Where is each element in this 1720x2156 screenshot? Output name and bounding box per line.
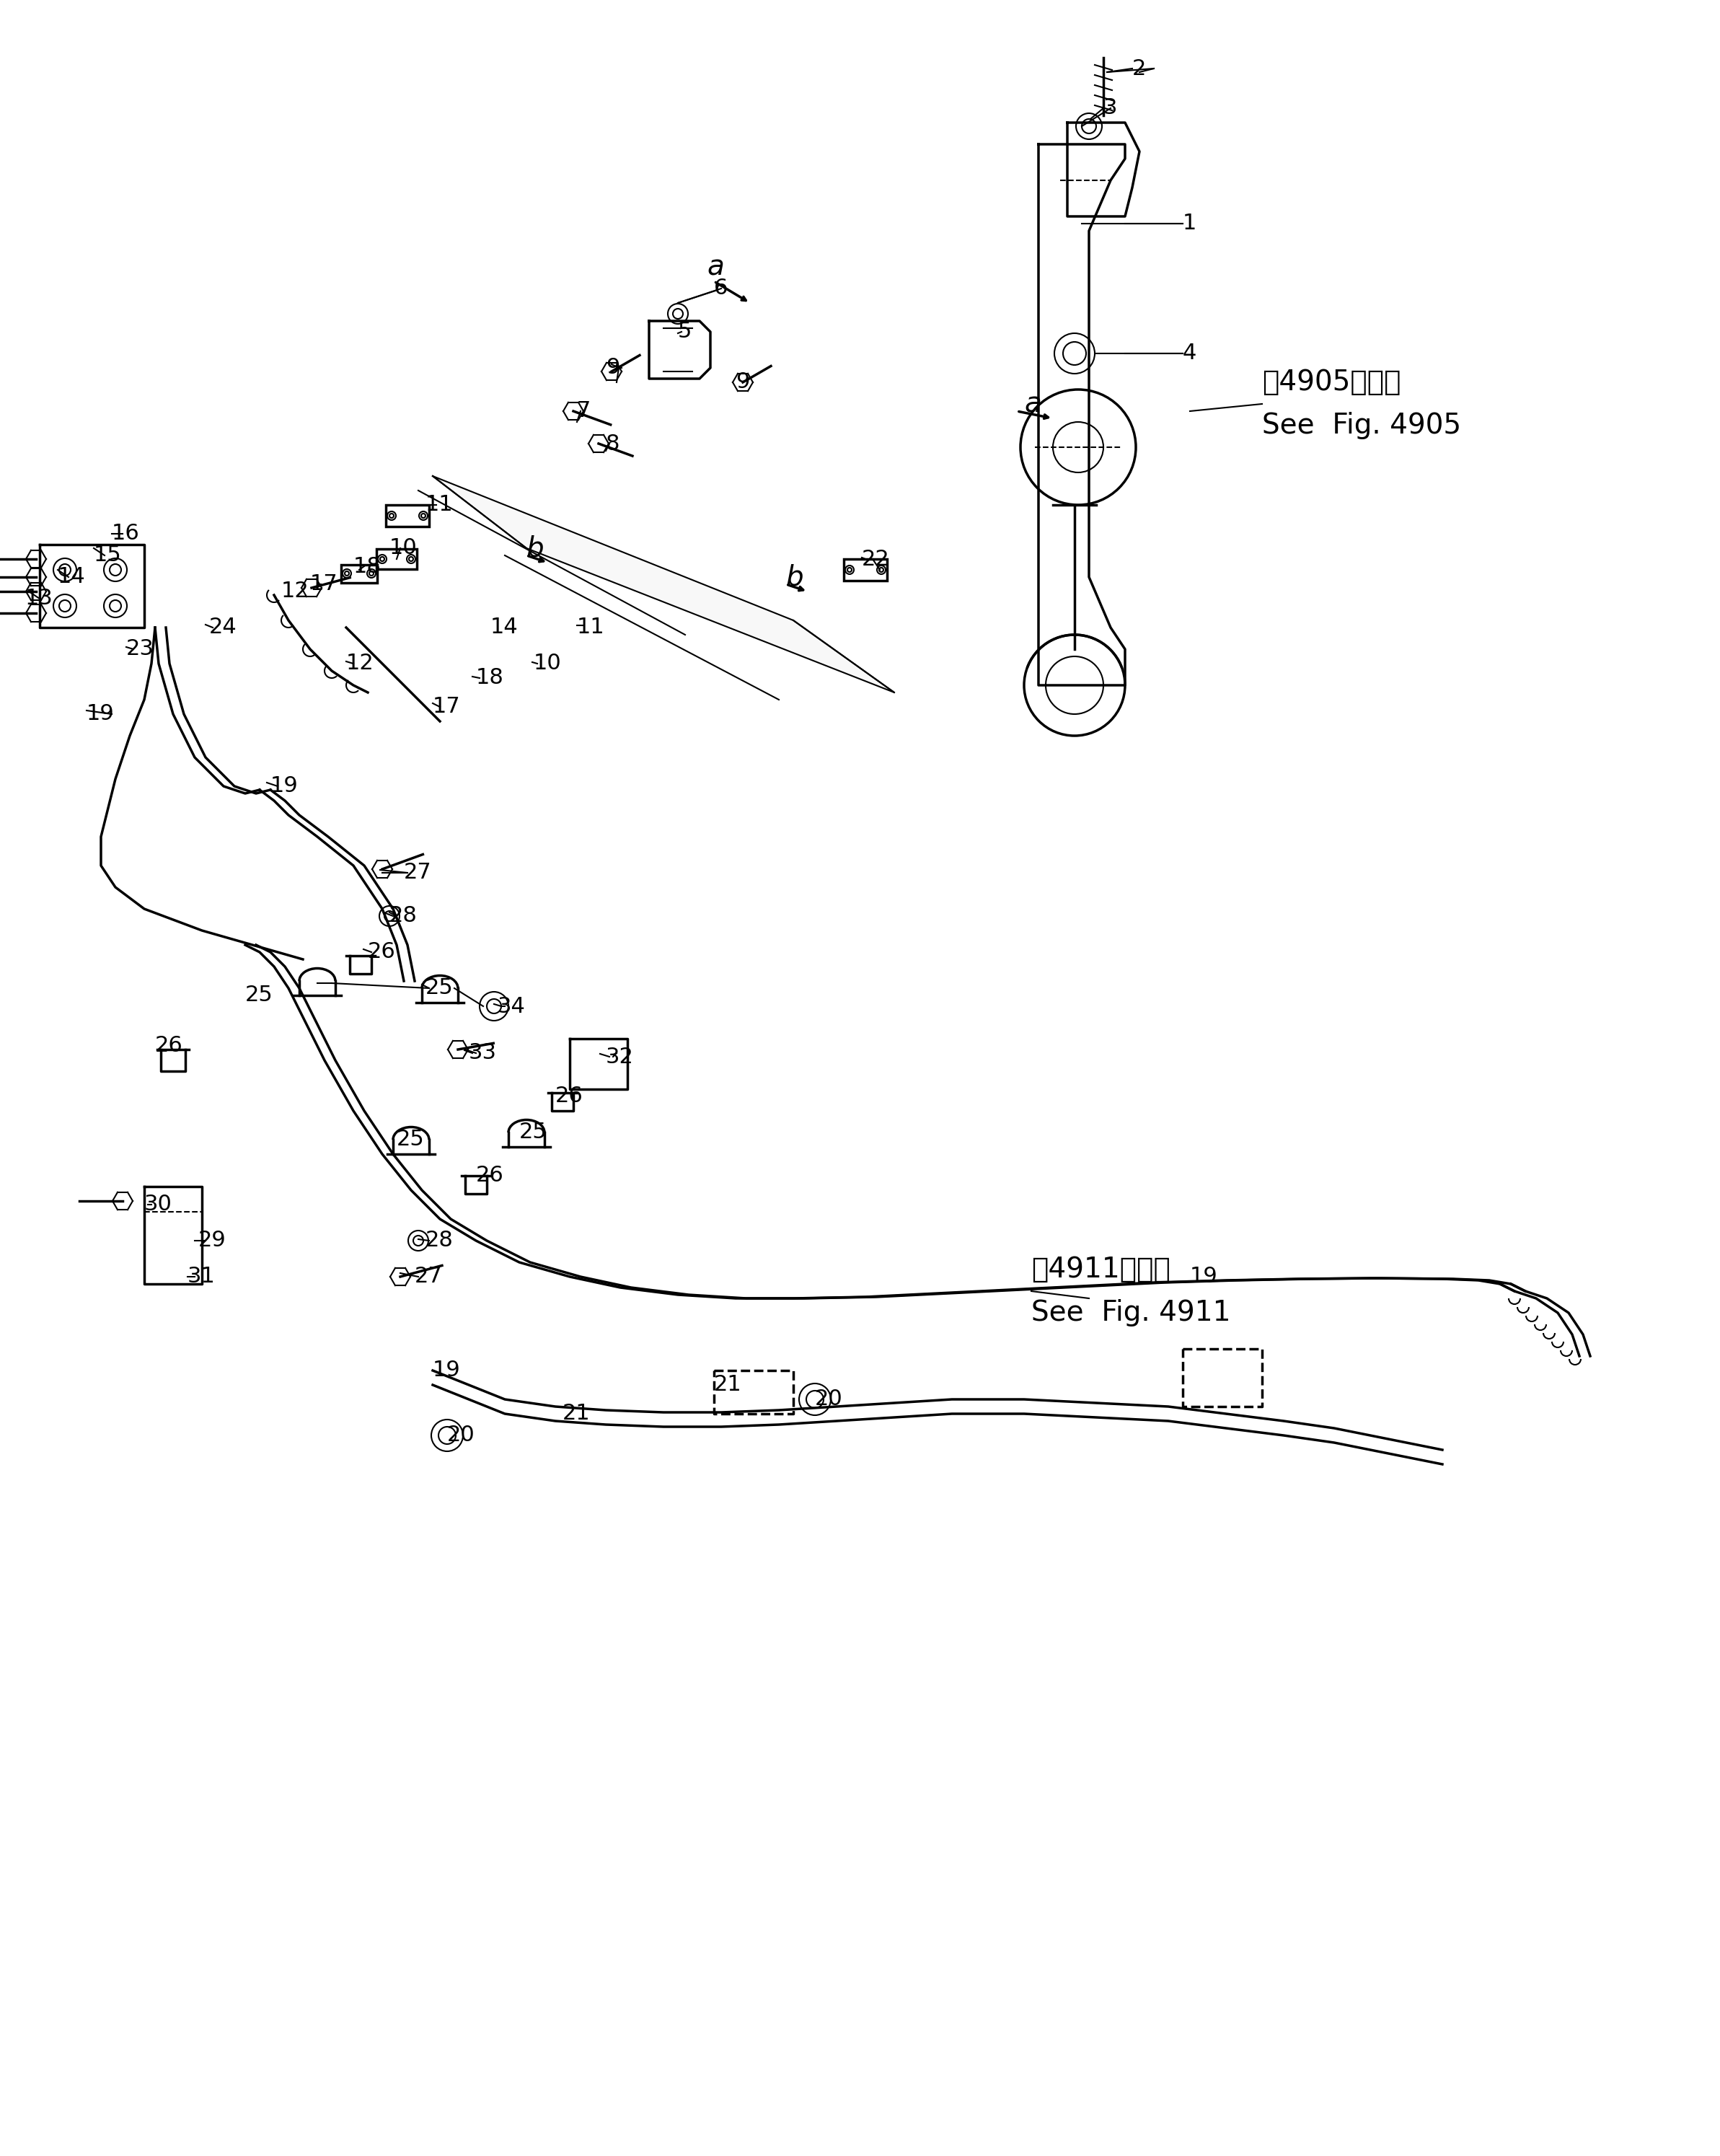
Text: 9: 9 xyxy=(605,358,619,377)
Text: 23: 23 xyxy=(126,638,155,660)
Text: 3: 3 xyxy=(1104,97,1118,119)
Text: 27: 27 xyxy=(404,862,432,884)
Text: 28: 28 xyxy=(389,906,418,927)
Text: 笥4905図参照: 笥4905図参照 xyxy=(1262,369,1400,397)
Text: 26: 26 xyxy=(556,1087,583,1106)
Text: 19: 19 xyxy=(270,776,298,798)
Text: 18: 18 xyxy=(476,668,504,688)
Text: 21: 21 xyxy=(562,1404,590,1425)
Text: 17: 17 xyxy=(433,696,461,718)
Text: 15: 15 xyxy=(95,545,122,565)
Text: 16: 16 xyxy=(112,524,139,543)
Text: 10: 10 xyxy=(533,653,562,675)
Text: 12: 12 xyxy=(346,653,375,675)
Text: 20: 20 xyxy=(447,1425,475,1447)
Text: 20: 20 xyxy=(815,1388,843,1410)
Text: 25: 25 xyxy=(519,1121,547,1143)
Text: See  Fig. 4905: See Fig. 4905 xyxy=(1262,412,1462,440)
Text: 笥4911図参照: 笥4911図参照 xyxy=(1032,1255,1170,1283)
Text: 26: 26 xyxy=(476,1164,504,1186)
Text: 9: 9 xyxy=(736,371,750,392)
Text: 26: 26 xyxy=(155,1035,182,1056)
Text: 19: 19 xyxy=(86,703,115,724)
Text: 19: 19 xyxy=(1190,1266,1218,1287)
Text: 6: 6 xyxy=(714,278,728,300)
Text: 12: 12 xyxy=(282,580,310,602)
Text: 25: 25 xyxy=(425,977,454,998)
Text: 29: 29 xyxy=(198,1231,227,1250)
Text: 14: 14 xyxy=(490,617,518,638)
Text: 18: 18 xyxy=(353,556,382,576)
Text: 25: 25 xyxy=(397,1130,425,1149)
Text: 2: 2 xyxy=(1132,58,1146,80)
Text: 32: 32 xyxy=(605,1046,635,1067)
Text: a: a xyxy=(1023,390,1041,418)
Text: 17: 17 xyxy=(310,573,339,595)
Text: 21: 21 xyxy=(714,1376,741,1395)
Text: 14: 14 xyxy=(58,567,86,586)
Text: 4: 4 xyxy=(1183,343,1197,364)
Text: 22: 22 xyxy=(862,548,889,569)
Text: b: b xyxy=(526,535,544,563)
Text: 24: 24 xyxy=(210,617,237,638)
Text: a: a xyxy=(707,252,724,280)
Text: 19: 19 xyxy=(433,1360,461,1382)
Text: 5: 5 xyxy=(678,321,691,343)
Text: b: b xyxy=(786,563,803,591)
Text: 7: 7 xyxy=(576,401,592,423)
Text: 34: 34 xyxy=(497,996,526,1018)
Text: 28: 28 xyxy=(425,1231,454,1250)
Text: 25: 25 xyxy=(246,985,273,1007)
Text: 33: 33 xyxy=(470,1044,497,1063)
Text: 30: 30 xyxy=(144,1194,172,1216)
Text: See  Fig. 4911: See Fig. 4911 xyxy=(1032,1300,1232,1326)
Text: 10: 10 xyxy=(389,537,418,558)
Text: 1: 1 xyxy=(1183,213,1197,235)
Text: 8: 8 xyxy=(605,433,619,455)
Text: 31: 31 xyxy=(187,1266,215,1287)
Text: 26: 26 xyxy=(368,942,396,962)
Text: 11: 11 xyxy=(425,494,454,515)
Text: 27: 27 xyxy=(415,1266,442,1287)
Text: 11: 11 xyxy=(576,617,605,638)
Polygon shape xyxy=(433,476,894,692)
Text: 13: 13 xyxy=(26,589,53,610)
